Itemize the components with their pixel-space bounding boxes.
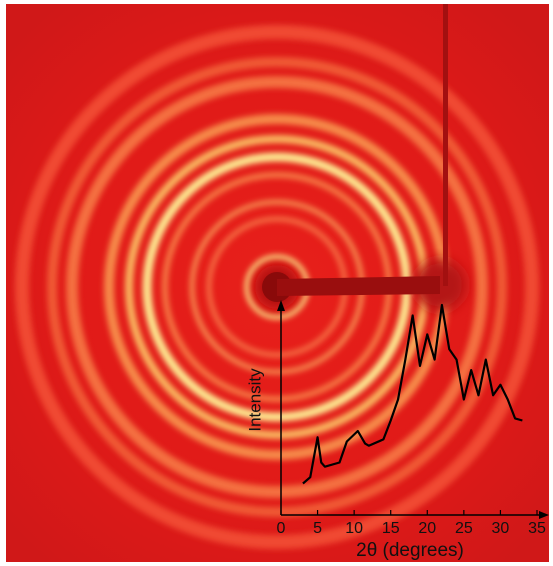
- x-axis-arrow: [539, 511, 549, 519]
- x-tick-label: 35: [528, 520, 546, 537]
- x-axis-label: 2θ (degrees): [356, 540, 464, 561]
- x-tick-label: 20: [418, 520, 436, 537]
- x-tick-label: 25: [455, 520, 473, 537]
- y-axis-label: Intensity: [245, 368, 264, 432]
- x-tick-label: 5: [313, 520, 322, 537]
- y-axis-arrow: [277, 300, 285, 311]
- x-tick-label: 0: [277, 520, 286, 537]
- x-tick-label: 15: [382, 520, 400, 537]
- x-tick-label: 30: [492, 520, 510, 537]
- x-tick-label: 10: [345, 520, 363, 537]
- intensity-line: [302, 303, 523, 485]
